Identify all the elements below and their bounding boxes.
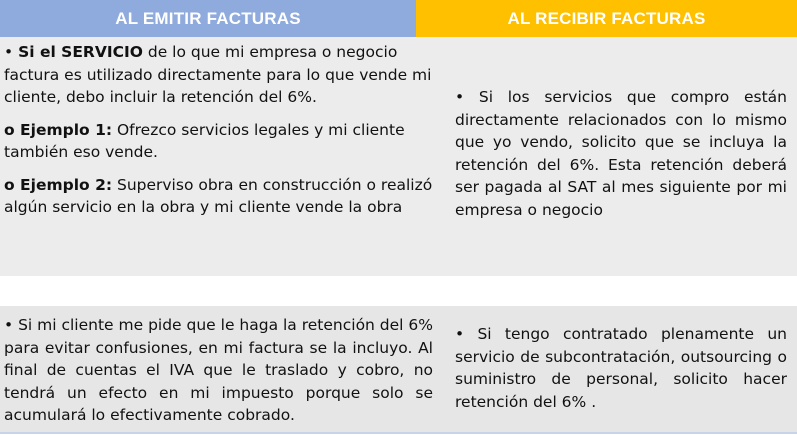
header-recibir-facturas: AL RECIBIR FACTURAS [416, 0, 797, 37]
recibir-servicios-text: • Si los servicios que compro están dire… [455, 88, 787, 219]
row-separator [0, 276, 797, 306]
servicio-bold-text: Si el SERVICIO [18, 43, 143, 61]
table-row: • Si mi cliente me pide que le haga la r… [0, 306, 797, 432]
recibir-cell-servicios: • Si los servicios que compro están dire… [441, 37, 797, 276]
recibir-cell-subcontratacion: • Si tengo contratado plenamente un serv… [441, 306, 797, 432]
ejemplo-2-label: o Ejemplo 2: [4, 175, 113, 194]
bullet: • [4, 43, 19, 61]
ejemplo-1-paragraph: o Ejemplo 1: Ofrezco servicios legales y… [4, 119, 433, 164]
emitir-cell-retencion: • Si mi cliente me pide que le haga la r… [0, 306, 441, 432]
table-row: • Si el SERVICIO de lo que mi empresa o … [0, 37, 797, 276]
header-emitir-facturas: AL EMITIR FACTURAS [0, 0, 416, 37]
ejemplo-2-text: Superviso obra en construcción o realizó… [4, 175, 433, 217]
ejemplo-2-paragraph: o Ejemplo 2: Superviso obra en construcc… [4, 174, 433, 219]
servicio-text: de lo que mi empresa o negocio factura e… [4, 43, 432, 106]
emitir-cell-servicio: • Si el SERVICIO de lo que mi empresa o … [0, 37, 441, 276]
table-header: AL EMITIR FACTURAS AL RECIBIR FACTURAS [0, 0, 797, 37]
ejemplo-1-text: Ofrezco servicios legales y mi cliente t… [4, 120, 405, 162]
table-bottom-border [0, 432, 797, 434]
servicio-paragraph: • Si el SERVICIO de lo que mi empresa o … [4, 41, 433, 109]
recibir-subcontratacion-text: • Si tengo contratado plenamente un serv… [455, 325, 787, 411]
emitir-retencion-text: • Si mi cliente me pide que le haga la r… [4, 316, 433, 424]
ejemplo-1-label: o Ejemplo 1: [4, 120, 113, 139]
